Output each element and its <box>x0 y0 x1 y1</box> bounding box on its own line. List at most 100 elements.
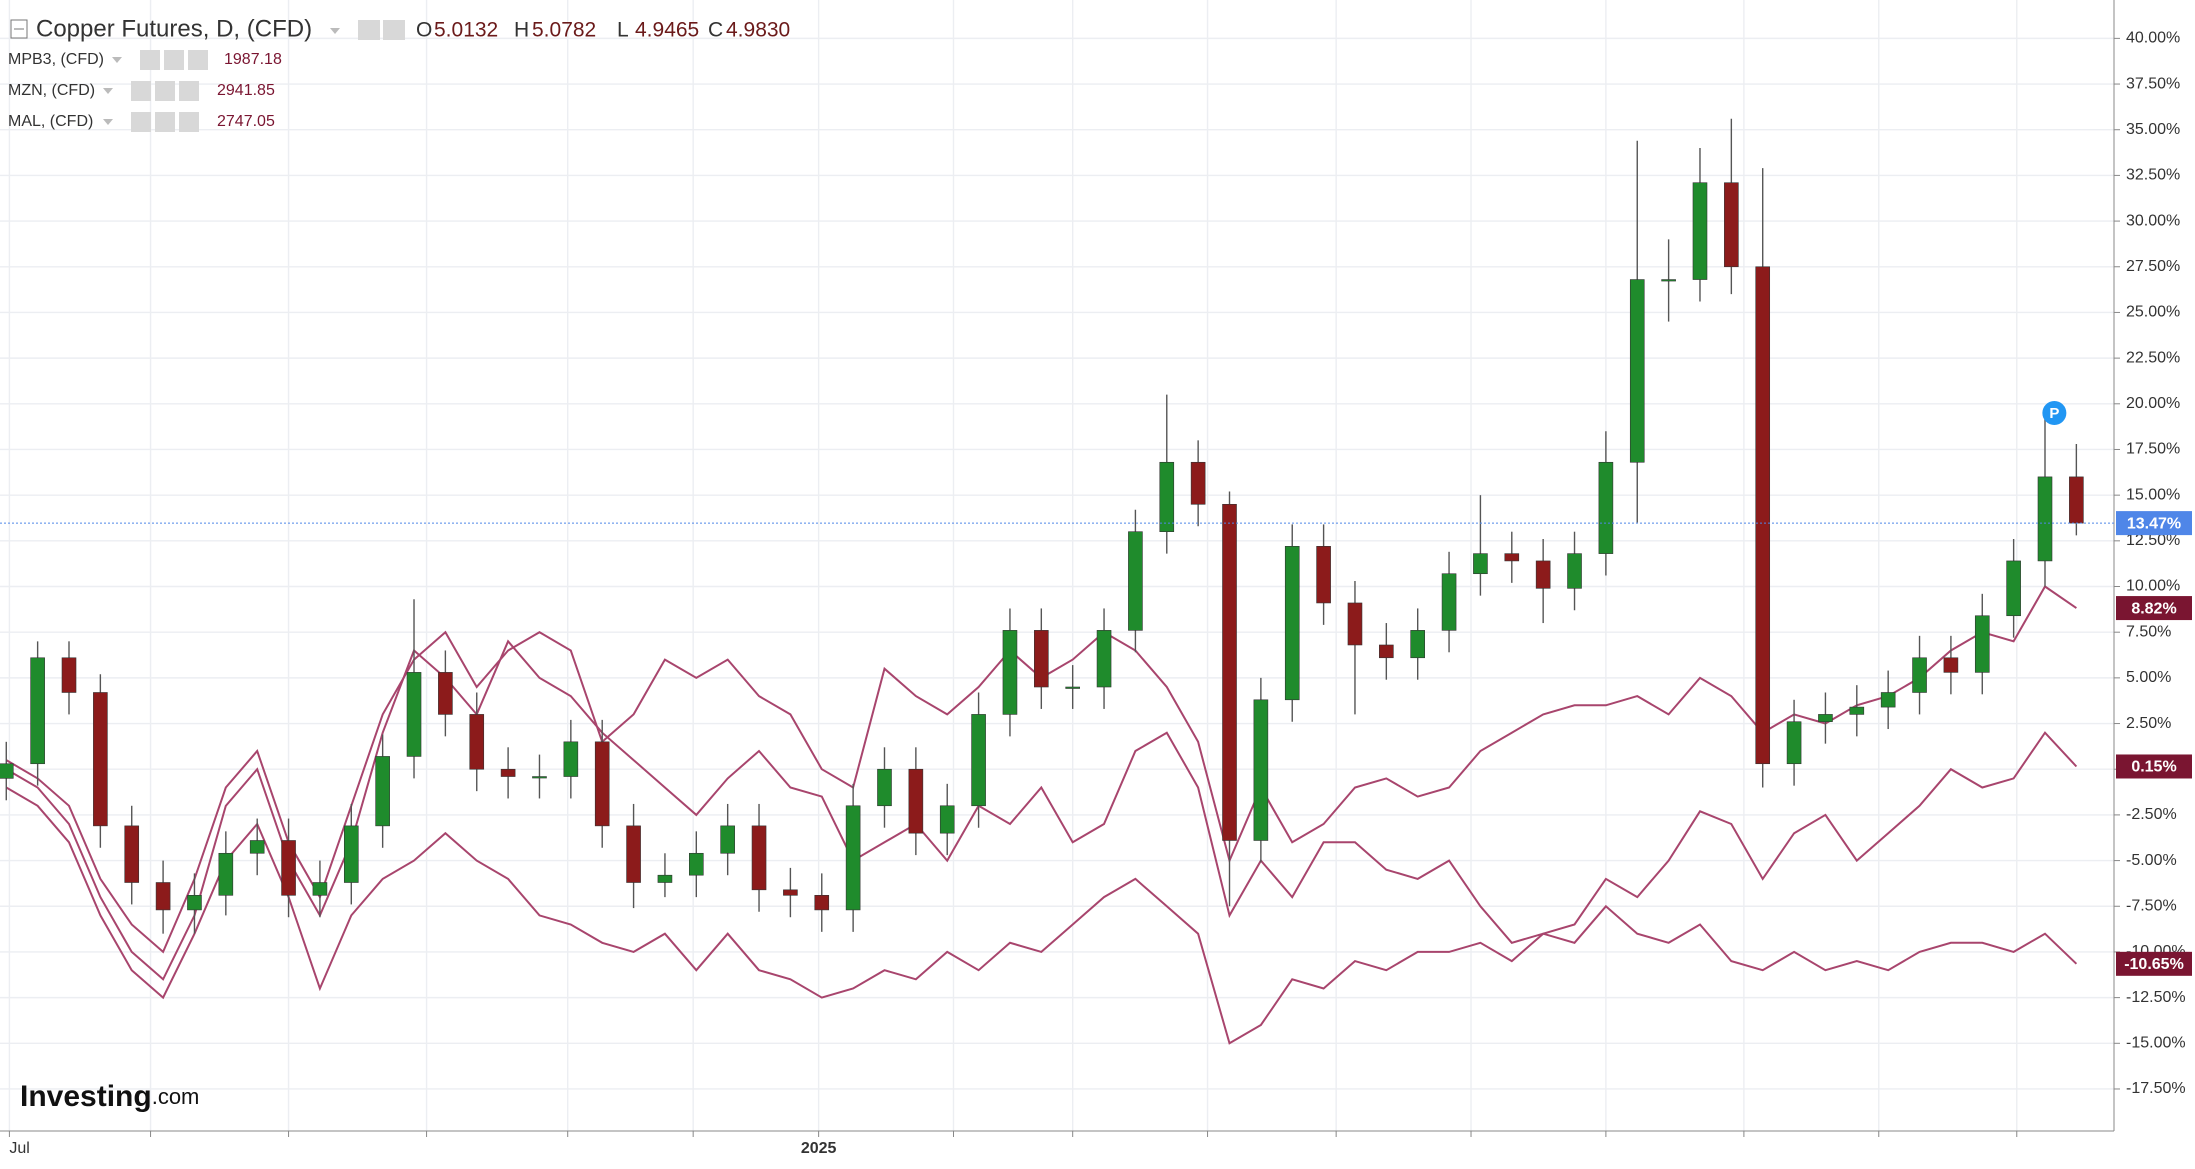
candle-body <box>720 825 735 854</box>
legend-icon[interactable] <box>188 50 208 70</box>
legend-icon[interactable] <box>179 81 199 101</box>
candle-body <box>1504 553 1520 562</box>
candle-body <box>155 882 171 911</box>
candle-body <box>1128 531 1143 631</box>
candle-body <box>438 672 453 715</box>
event-marker-label: P <box>2049 405 2059 422</box>
candle-body <box>1567 553 1582 589</box>
legend-name: MZN, (CFD) <box>8 82 95 99</box>
candle-body <box>2037 476 2053 562</box>
candle-body <box>1755 266 1771 765</box>
y-tick-label: 25.00% <box>2126 304 2180 321</box>
last-value-label: 8.82% <box>2131 600 2176 617</box>
legend-value: 2941.85 <box>217 82 275 99</box>
candle-body <box>1974 615 1990 673</box>
candle-body <box>908 768 924 834</box>
settings-icon[interactable] <box>358 20 380 40</box>
ohlc-key: L <box>617 19 629 42</box>
y-tick-label: -15.00% <box>2126 1035 2186 1052</box>
y-tick-label: 22.50% <box>2126 349 2180 366</box>
candle-body <box>1096 630 1112 688</box>
candle-body <box>249 840 265 854</box>
y-tick-label: -5.00% <box>2126 852 2177 869</box>
candle-body <box>1692 182 1708 280</box>
candle-body <box>2069 476 2084 524</box>
brand-suffix: .com <box>152 1084 200 1109</box>
legend-icon[interactable] <box>179 112 199 132</box>
candle-body <box>1253 699 1269 841</box>
candle-body <box>939 805 955 834</box>
candle-body <box>218 852 234 896</box>
legend-icon[interactable] <box>131 112 151 132</box>
candle-body <box>563 741 579 777</box>
y-tick-label: 10.00% <box>2126 578 2180 595</box>
y-tick-label: 2.50% <box>2126 715 2171 732</box>
ohlc-key: O <box>416 19 432 42</box>
y-tick-label: 12.50% <box>2126 532 2180 549</box>
candle-body <box>1912 657 1927 693</box>
collapse-icon[interactable] <box>10 19 28 39</box>
dropdown-arrow[interactable] <box>330 28 340 34</box>
candle-body <box>814 894 830 911</box>
candle-body <box>1441 573 1457 631</box>
candle-body <box>500 768 516 777</box>
candle-body <box>1661 279 1676 282</box>
last-value-box <box>2116 596 2192 621</box>
ohlc-key: H <box>514 19 529 42</box>
candle-body <box>626 825 641 883</box>
candle-body <box>61 657 77 693</box>
candle-body <box>1159 461 1175 532</box>
legend: O 5.0132 H 5.0782 L 4.9465 C 4.9830 MPB3, (CFD) 1… <box>8 19 790 132</box>
legend-icon[interactable] <box>155 81 175 101</box>
y-tick-label: 7.50% <box>2126 623 2171 640</box>
candle-body <box>375 756 390 827</box>
candle-body <box>343 825 359 883</box>
dropdown-arrow[interactable] <box>103 119 113 125</box>
legend-icon[interactable] <box>155 112 175 132</box>
y-tick-label: 37.50% <box>2126 75 2180 92</box>
candle-body <box>532 776 547 779</box>
x-tick-label: 2025 <box>801 1140 837 1157</box>
legend-value: 2747.05 <box>217 113 275 130</box>
candle-body <box>187 894 202 911</box>
candle-body <box>689 852 704 876</box>
legend-icon[interactable] <box>164 50 184 70</box>
legend-icon[interactable] <box>131 81 151 101</box>
y-tick-label: 5.00% <box>2126 669 2171 686</box>
candle-body <box>406 672 422 757</box>
chart-title: Copper Futures, D, (CFD) <box>36 15 312 42</box>
candle-body <box>845 805 861 911</box>
settings-icon[interactable] <box>383 20 405 40</box>
candle-body <box>1222 503 1237 841</box>
candle-body <box>1943 657 1959 673</box>
candle-body <box>469 714 485 770</box>
candle-body <box>312 882 328 896</box>
last-value-box <box>2116 951 2192 976</box>
last-value-label: 13.47% <box>2127 515 2181 532</box>
candle-body <box>1065 686 1080 689</box>
y-tick-label: 20.00% <box>2126 395 2180 412</box>
candle-body <box>1034 630 1049 688</box>
candle-body <box>783 889 798 896</box>
x-tick-label: Jul <box>9 1140 29 1157</box>
candle-body <box>1002 630 1018 715</box>
candle-body <box>1535 560 1551 589</box>
dropdown-arrow[interactable] <box>103 88 113 94</box>
candle-body <box>281 840 296 896</box>
candle-body <box>93 692 108 827</box>
ohlc-value: 5.0132 <box>434 19 498 42</box>
y-tick-label: 17.50% <box>2126 441 2180 458</box>
legend-value: 1987.18 <box>224 51 282 68</box>
candle-body <box>594 741 610 827</box>
candle-body <box>1379 644 1394 659</box>
legend-icon[interactable] <box>140 50 160 70</box>
candle-body <box>1284 546 1300 701</box>
dropdown-arrow[interactable] <box>112 57 122 63</box>
candle-body <box>1598 461 1614 554</box>
legend-name: MAL, (CFD) <box>8 113 93 130</box>
candle-body <box>1473 553 1488 575</box>
event-marker[interactable] <box>2042 401 2067 425</box>
brand-logo: Investing.com <box>20 1080 199 1113</box>
